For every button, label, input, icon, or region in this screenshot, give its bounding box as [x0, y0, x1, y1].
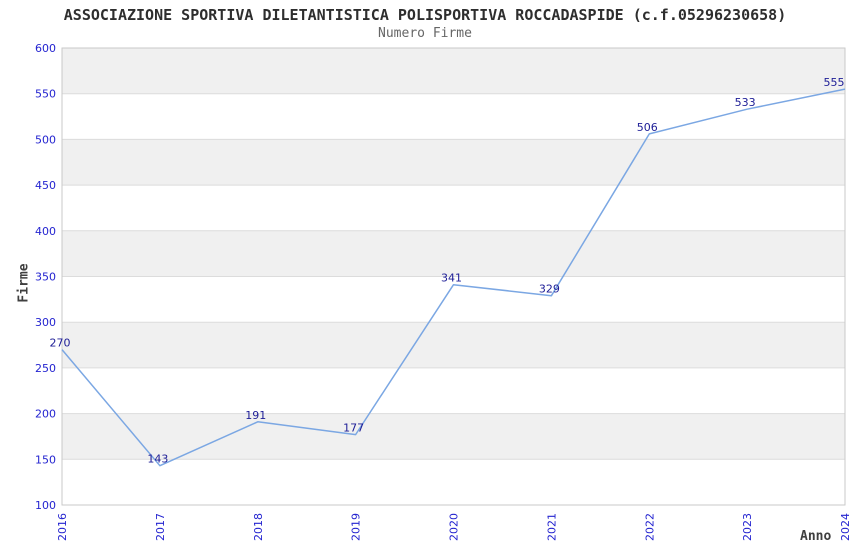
- point-label: 329: [539, 283, 560, 296]
- plot-band: [62, 48, 845, 94]
- plot-border: [61, 47, 846, 506]
- point-label: 191: [245, 409, 266, 422]
- x-tick-label: 2018: [252, 513, 265, 541]
- y-tick-label: 400: [35, 225, 56, 238]
- y-tick-label: 100: [35, 499, 56, 512]
- chart-subtitle: Numero Firme: [378, 26, 472, 41]
- y-tick-label: 350: [35, 271, 56, 284]
- point-label: 533: [735, 96, 756, 109]
- x-tick-label: 2024: [839, 513, 850, 541]
- point-label: 555: [824, 76, 845, 89]
- y-tick-label: 500: [35, 133, 56, 146]
- data-line: [61, 88, 846, 467]
- y-tick-label: 250: [35, 362, 56, 375]
- y-tick-label: 600: [35, 42, 56, 55]
- x-tick-label: 2023: [741, 513, 754, 541]
- y-tick-label: 150: [35, 453, 56, 466]
- x-tick-label: 2022: [643, 513, 656, 541]
- point-label: 177: [343, 422, 364, 435]
- point-label: 341: [441, 272, 462, 285]
- chart-title: ASSOCIAZIONE SPORTIVA DILETANTISTICA POL…: [63, 6, 787, 24]
- x-tick-label: 2020: [448, 513, 461, 541]
- y-tick-label: 200: [35, 408, 56, 421]
- plot-band: [62, 413, 845, 460]
- x-tick-label: 2019: [350, 513, 363, 541]
- point-label: 143: [147, 453, 168, 466]
- x-tick-label: 2021: [545, 513, 558, 541]
- x-tick-label: 2016: [56, 513, 69, 541]
- plot-band: [62, 322, 845, 368]
- plot-band: [62, 139, 845, 186]
- y-tick-label: 300: [35, 316, 56, 329]
- point-label: 506: [637, 121, 658, 134]
- plot-band: [62, 230, 845, 277]
- x-tick-label: 2017: [154, 513, 167, 541]
- point-label: 270: [50, 337, 71, 350]
- y-tick-label: 550: [35, 88, 56, 101]
- x-axis-title: Anno: [800, 529, 832, 544]
- y-tick-label: 450: [35, 179, 56, 192]
